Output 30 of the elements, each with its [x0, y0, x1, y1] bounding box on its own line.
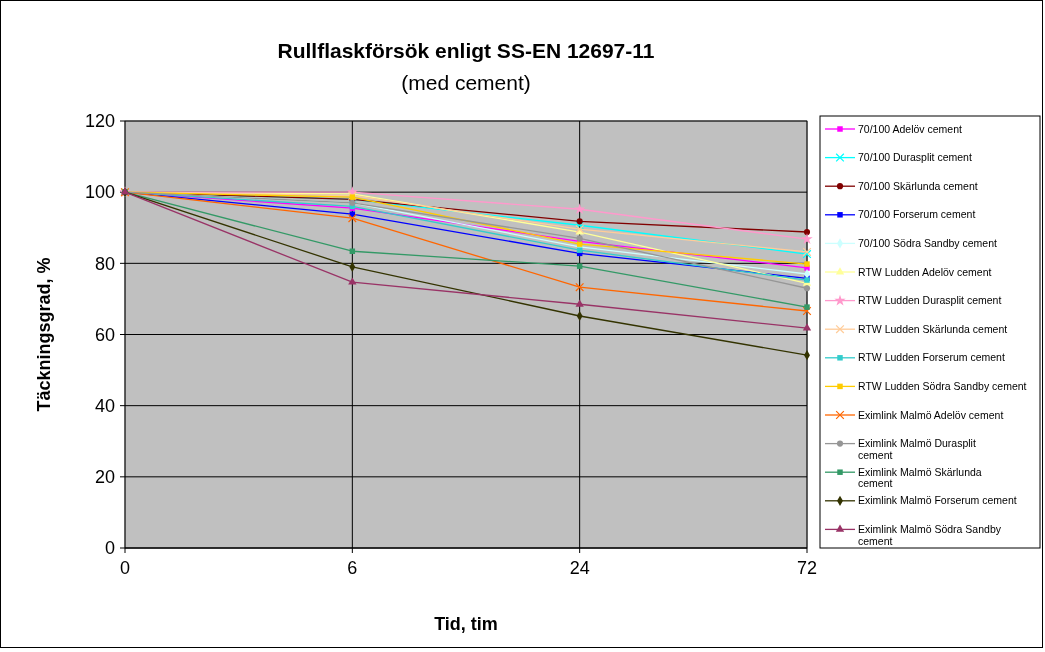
- legend-label: 70/100 Skärlunda cement: [858, 179, 978, 192]
- y-tick-label: 80: [94, 253, 115, 274]
- chart-title: Rullflaskförsök enligt SS-EN 12697-11: [277, 39, 655, 62]
- y-tick-label: 20: [94, 467, 115, 488]
- legend-label: 70/100 Forserum cement: [858, 208, 976, 221]
- legend-label: RTW Ludden Adelöv cement: [858, 265, 992, 278]
- chart-subtitle: (med cement): [401, 71, 531, 94]
- x-tick-label: 24: [569, 558, 590, 578]
- y-tick-label: 40: [94, 395, 115, 416]
- legend-label: 70/100 Durasplit cement: [858, 151, 972, 164]
- legend-label: 70/100 Södra Sandby cement: [858, 237, 998, 250]
- y-tick-label: 120: [84, 111, 115, 132]
- y-axis-title: Täckningsgrad, %: [34, 257, 54, 412]
- y-tick-label: 0: [104, 538, 115, 559]
- x-axis-title: Tid, tim: [434, 614, 498, 634]
- legend-label: RTW Ludden Forserum cement: [858, 351, 1005, 364]
- y-tick-label: 60: [94, 324, 115, 345]
- legend-label: Eximlink Malmö Forserum cement: [858, 494, 1017, 507]
- legend-label: Eximlink Malmö Durasplit cement: [858, 437, 976, 461]
- x-tick-label: 6: [347, 558, 358, 578]
- legend-label: Eximlink Malmö Södra Sandby cement: [858, 523, 1002, 547]
- x-tick-label: 0: [119, 558, 131, 578]
- legend-label: RTW Ludden Södra Sandby cement: [858, 380, 1027, 393]
- x-tick-label: 72: [796, 558, 818, 578]
- legend-label: RTW Ludden Skärlunda cement: [858, 322, 1008, 335]
- y-tick-label: 100: [84, 182, 115, 203]
- legend-label: Eximlink Malmö Adelöv cement: [858, 408, 1004, 421]
- legend-label: RTW Ludden Durasplit cement: [858, 294, 1002, 307]
- legend-label: 70/100 Adelöv cement: [858, 122, 962, 135]
- legend-label: Eximlink Malmö Skärlunda cement: [858, 465, 982, 490]
